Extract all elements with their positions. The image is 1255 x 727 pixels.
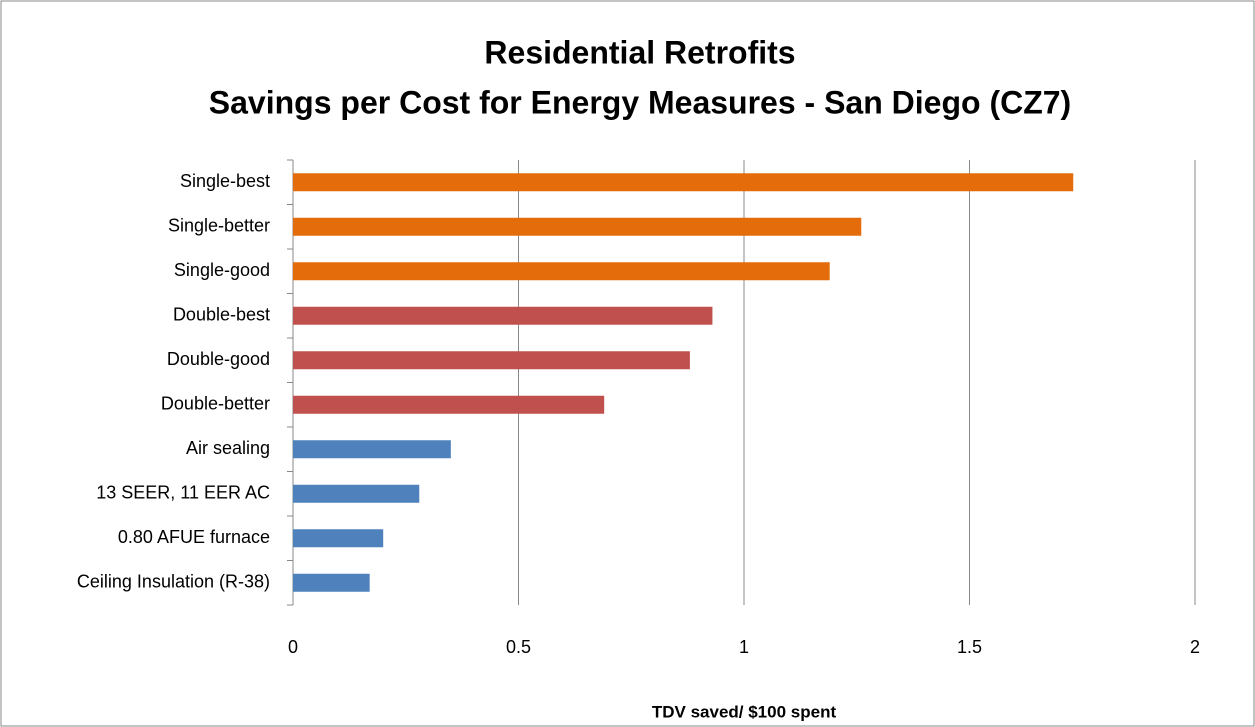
bar: [293, 217, 862, 236]
bar: [293, 173, 1074, 192]
chart-title: Savings per Cost for Energy Measures - S…: [209, 84, 1071, 120]
chart-title: Residential Retrofits: [484, 34, 795, 70]
y-tick-label: 0.80 AFUE furnace: [118, 527, 270, 547]
y-tick-label: Single-good: [174, 260, 270, 280]
y-tick-label: Double-good: [167, 349, 270, 369]
bar: [293, 351, 690, 370]
bar: [293, 529, 384, 548]
y-tick-label: Single-best: [180, 171, 270, 191]
bar: [293, 484, 420, 503]
y-tick-label: Ceiling Insulation (R-38): [77, 572, 270, 592]
x-tick-label: 1.5: [957, 637, 982, 657]
x-tick-label: 0.5: [506, 637, 531, 657]
bar: [293, 395, 605, 414]
x-tick-label: 1: [739, 637, 749, 657]
y-tick-label: Air sealing: [186, 438, 270, 458]
x-tick-label: 2: [1190, 637, 1200, 657]
bar: [293, 306, 713, 325]
y-tick-label: Double-better: [161, 394, 270, 414]
bar: [293, 262, 830, 281]
bar: [293, 573, 370, 592]
y-tick-label: Single-better: [168, 216, 270, 236]
x-tick-label: 0: [288, 637, 298, 657]
x-axis-title: TDV saved/ $100 spent: [652, 702, 837, 721]
y-tick-label: 13 SEER, 11 EER AC: [96, 483, 270, 503]
bar: [293, 440, 451, 459]
y-tick-label: Double-best: [173, 305, 270, 325]
